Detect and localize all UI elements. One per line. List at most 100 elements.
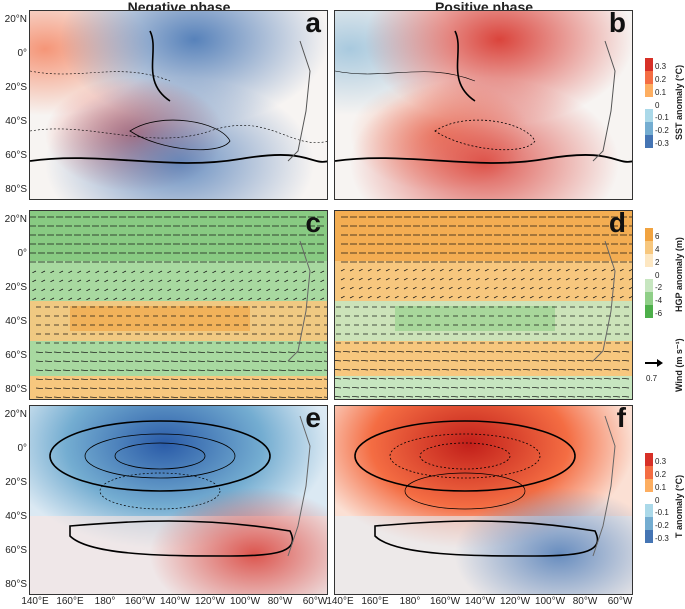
wind-arrow	[335, 351, 342, 353]
wind-arrow	[547, 277, 552, 281]
wind-arrow	[394, 277, 399, 281]
wind-arrow	[44, 360, 53, 363]
wind-arrow	[450, 350, 459, 353]
wind-arrow	[32, 270, 37, 274]
wind-arrow	[206, 360, 215, 363]
wind-arrow	[430, 277, 435, 281]
wind-arrow	[540, 386, 549, 389]
wind-arrow	[358, 295, 363, 299]
wind-arrow	[149, 297, 154, 301]
wind-arrow	[531, 350, 540, 353]
wind-arrow	[421, 286, 426, 290]
wind-arrow	[619, 277, 624, 281]
wind-arrow	[603, 386, 612, 389]
wind-arrow	[441, 395, 450, 398]
wind-arrow	[314, 360, 323, 363]
wind-arrow	[466, 286, 471, 290]
wind-arrow	[369, 350, 378, 353]
wind-arrow	[468, 359, 477, 362]
wind-arrow	[459, 359, 468, 362]
wind-arrow	[269, 396, 278, 399]
wind-arrow	[197, 378, 206, 381]
wind-arrow	[468, 368, 477, 371]
wind-arrow	[367, 277, 372, 281]
wind-arrow	[125, 369, 134, 372]
t-colorbar	[645, 453, 653, 544]
wind-arrow	[592, 295, 597, 299]
colorbar-swatch	[645, 253, 653, 268]
wind-arrow	[621, 350, 630, 353]
wind-arrow	[203, 288, 208, 292]
latitude-label: 0°	[17, 443, 27, 454]
panel-d-hgp-positive: d	[334, 210, 633, 400]
wind-arrow	[269, 351, 278, 354]
wind-arrow	[323, 360, 327, 362]
wind-arrow	[107, 369, 116, 372]
wind-arrow	[158, 297, 163, 301]
wind-arrow	[522, 350, 531, 353]
latitude-label: 20°N	[4, 14, 27, 25]
wind-arrow	[62, 396, 71, 399]
colorbar-tick: 0.1	[655, 87, 667, 97]
wind-arrow	[457, 295, 462, 299]
wind-arrow	[305, 378, 314, 381]
wind-arrow	[520, 295, 525, 299]
wind-arrow	[89, 360, 98, 363]
wind-arrow	[143, 360, 152, 363]
wind-arrow	[239, 288, 244, 292]
wind-arrow	[98, 369, 107, 372]
wind-arrow	[134, 387, 143, 390]
longitude-label: 160°W	[124, 596, 156, 607]
wind-arrow	[495, 386, 504, 389]
wind-arrow	[179, 396, 188, 399]
hgp-colorbar	[645, 228, 653, 319]
wind-arrow	[387, 386, 396, 389]
wind-arrow	[233, 396, 242, 399]
colorbar-tick: 4	[655, 244, 660, 254]
wind-arrow	[35, 351, 44, 354]
wind-arrow	[62, 387, 71, 390]
wind-arrow	[53, 351, 62, 354]
wind-arrow	[583, 295, 588, 299]
wind-arrow	[41, 279, 46, 283]
wind-arrow	[466, 277, 471, 281]
wind-arrow	[98, 387, 107, 390]
wind-arrow	[98, 396, 107, 399]
wind-arrow	[170, 360, 179, 363]
wind-arrow	[621, 377, 630, 380]
wind-arrow	[95, 279, 100, 283]
wind-arrow	[50, 270, 55, 274]
colorbar-tick: -2	[655, 283, 663, 293]
wind-arrow	[520, 268, 525, 272]
wind-scale-label: Wind (m s⁻¹)	[674, 338, 684, 392]
wind-arrow	[284, 279, 289, 283]
wind-arrow	[323, 378, 327, 380]
wind-arrow	[206, 387, 215, 390]
wind-arrow	[576, 386, 585, 389]
wind-arrow	[342, 350, 351, 353]
wind-arrow	[358, 268, 363, 272]
wind-arrow	[335, 396, 342, 398]
wind-arrow	[549, 395, 558, 398]
wind-arrow	[158, 288, 163, 292]
wind-arrow	[612, 350, 621, 353]
wind-arrow	[287, 378, 296, 381]
wind-arrow	[385, 277, 390, 281]
wind-arrow	[86, 279, 91, 283]
wind-arrow	[224, 351, 233, 354]
wind-arrow	[405, 368, 414, 371]
colorbar-tick: -0.3	[655, 534, 669, 544]
wind-arrow	[448, 268, 453, 272]
wind-arrow	[302, 297, 307, 301]
wind-arrow	[601, 277, 606, 281]
wind-arrow	[71, 351, 80, 354]
wind-arrow	[414, 377, 423, 380]
wind-arrow	[221, 270, 226, 274]
wind-arrow	[423, 377, 432, 380]
colorbar-tick: 0	[655, 100, 660, 110]
wind-arrow	[125, 351, 134, 354]
wind-arrow	[50, 279, 55, 283]
wind-arrow	[323, 369, 327, 371]
wind-arrow	[215, 351, 224, 354]
wind-arrow	[320, 279, 325, 283]
